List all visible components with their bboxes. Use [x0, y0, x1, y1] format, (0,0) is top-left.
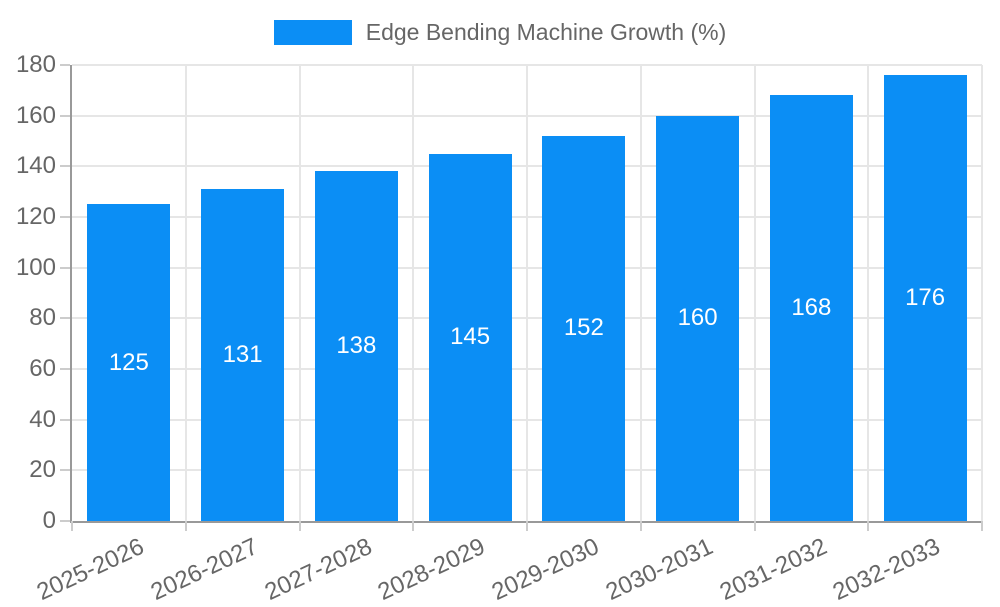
x-tick-mark [412, 521, 415, 531]
y-tick-label: 60 [29, 355, 56, 382]
bar[interactable]: 168 [769, 95, 853, 521]
bar[interactable]: 131 [201, 189, 285, 521]
gridline-vertical [981, 65, 983, 521]
x-tick-mark [298, 521, 301, 531]
bar-value-label: 138 [336, 332, 377, 360]
bar[interactable]: 160 [656, 115, 740, 521]
y-tick-mark [60, 266, 70, 269]
y-tick-mark [60, 165, 70, 168]
y-tick-label: 40 [29, 405, 56, 433]
x-tick-mark [526, 521, 528, 531]
bar-value-label: 131 [222, 341, 263, 369]
gridline-vertical [753, 65, 756, 521]
y-tick-label: 0 [42, 507, 56, 534]
x-tick-mark [184, 521, 187, 531]
y-tick-mark [60, 368, 70, 370]
y-tick-mark [60, 418, 70, 421]
x-tick-mark [639, 521, 642, 531]
y-tick-label: 80 [29, 304, 56, 332]
x-tick-label: 2026-2027 [146, 533, 263, 606]
x-tick-mark [867, 521, 870, 531]
bar-value-label: 160 [677, 304, 718, 332]
gridline-vertical [867, 65, 870, 521]
x-tick-label: 2030-2031 [601, 533, 718, 606]
x-tick-label: 2031-2032 [715, 533, 831, 606]
y-tick-label: 160 [15, 101, 56, 129]
legend[interactable]: Edge Bending Machine Growth (%) [0, 17, 1000, 47]
y-tick-label: 180 [15, 51, 56, 78]
bar[interactable]: 145 [428, 153, 512, 521]
gridline-vertical [184, 65, 187, 521]
x-tick-label: 2032-2033 [829, 533, 945, 606]
x-tick-label: 2027-2028 [260, 533, 376, 606]
y-tick-mark [60, 64, 70, 66]
gridline-vertical [412, 65, 415, 521]
y-tick-mark [60, 114, 70, 117]
x-tick-label: 2025-2026 [32, 533, 149, 606]
bar-value-label: 125 [108, 348, 149, 376]
y-tick-label: 100 [15, 253, 56, 281]
y-tick-label: 120 [15, 203, 56, 230]
y-tick-mark [60, 317, 70, 320]
gridline-vertical [526, 65, 528, 521]
y-tick-mark [60, 520, 70, 522]
gridline-vertical [298, 65, 301, 521]
bar-value-label: 168 [791, 294, 832, 322]
bar-value-label: 152 [563, 314, 604, 342]
bar-value-label: 176 [905, 284, 946, 312]
gridline-vertical [639, 65, 642, 521]
bar[interactable]: 125 [87, 204, 171, 521]
x-tick-label: 2029-2030 [487, 533, 604, 606]
y-tick-mark [60, 216, 70, 218]
x-tick-mark [71, 521, 73, 531]
bar[interactable]: 152 [542, 135, 626, 521]
y-tick-label: 140 [15, 152, 56, 180]
plot-area: 0 20 40 60 80 100 120 140 160 180 125 131 138 145 152 1… [16, 52, 983, 606]
legend-label[interactable]: Edge Bending Machine Growth (%) [365, 18, 727, 45]
y-tick-label: 20 [29, 456, 56, 484]
bar[interactable]: 176 [883, 75, 967, 521]
x-tick-mark [753, 521, 756, 531]
bar-value-label: 145 [450, 323, 491, 351]
x-tick-label: 2028-2029 [374, 533, 490, 606]
y-tick-mark [60, 469, 70, 472]
legend-swatch[interactable] [273, 19, 352, 45]
x-tick-mark [981, 521, 983, 531]
bar[interactable]: 138 [314, 171, 398, 521]
